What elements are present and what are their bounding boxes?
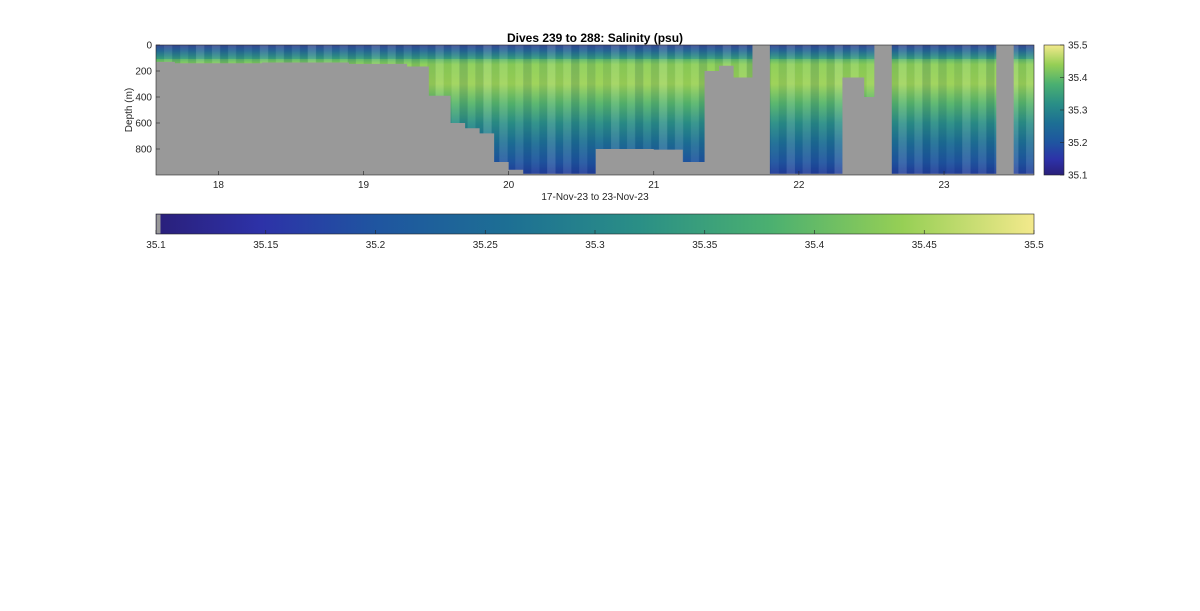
profile-stripe (634, 45, 644, 175)
profile-stripe (1018, 45, 1027, 175)
profile-stripe (595, 45, 604, 175)
y-tick-label: 600 (135, 119, 152, 130)
no-data-region (156, 60, 1034, 175)
profile-stripe (610, 45, 620, 175)
profile-stripe (483, 45, 492, 175)
bottom-colorbar-nodata-swatch (156, 214, 161, 234)
gap-column (752, 45, 770, 175)
profile-stripe (618, 45, 628, 175)
profile-stripe (602, 45, 612, 175)
bottom-colorbar-tick-label: 35.45 (912, 240, 937, 251)
profile-stripe (459, 45, 468, 175)
x-tick-label: 20 (503, 180, 515, 191)
profile-stripe (682, 45, 692, 175)
bottom-colorbar-tick-label: 35.2 (366, 240, 386, 251)
bottom-colorbar-tick-label: 35.15 (253, 240, 278, 251)
profile-stripe (834, 45, 843, 175)
profile-stripe (914, 45, 923, 175)
profile-stripe (778, 45, 788, 175)
side-colorbar-tick-label: 35.1 (1068, 171, 1088, 182)
side-colorbar-tick-label: 35.3 (1068, 106, 1088, 117)
profile-stripe (1026, 45, 1034, 175)
profile-stripe (539, 45, 548, 175)
profile-stripe (626, 45, 636, 175)
profile-stripe (579, 45, 588, 175)
plot-frame (155, 44, 1035, 176)
y-tick-label: 200 (135, 67, 152, 78)
profile-stripe (986, 45, 995, 175)
profile-stripe (826, 45, 835, 175)
profile-stripe (563, 45, 572, 175)
profile-stripe (810, 45, 819, 175)
gap-column (874, 45, 892, 175)
salinity-section-plot (156, 45, 1034, 175)
y-tick-label: 800 (135, 145, 152, 156)
profile-stripe (818, 45, 827, 175)
profile-stripe (491, 45, 500, 175)
bottom-colorbar-tick-label: 35.25 (473, 240, 498, 251)
bottom-colorbar-tick-label: 35.4 (805, 240, 825, 251)
side-colorbar-ticks: 35.5 35.4 35.3 35.2 35.1 (1060, 41, 1088, 182)
profile-stripe (523, 45, 532, 175)
profile-stripe (898, 45, 907, 175)
bottom-colorbar-tick-label: 35.3 (585, 240, 605, 251)
x-tick-label: 19 (358, 180, 370, 191)
profile-stripe (906, 45, 915, 175)
bottom-colorbar-ticks: 35.1 35.15 35.2 35.25 35.3 35.35 35.4 35.45 35.5 (146, 230, 1044, 251)
profile-stripe (962, 45, 971, 175)
x-tick-label: 21 (648, 180, 660, 191)
x-axis: 18 19 20 21 22 23 (213, 171, 950, 191)
profile-stripe (666, 45, 676, 175)
profile-stripe (571, 45, 580, 175)
profile-stripe (658, 45, 668, 175)
profile-stripe (938, 45, 947, 175)
profile-stripe (499, 45, 508, 175)
y-axis: 0 200 400 600 800 (135, 41, 160, 156)
side-colorbar-tick-label: 35.5 (1068, 41, 1088, 52)
profile-stripe (451, 45, 460, 175)
chart-title: Dives 239 to 288: Salinity (psu) (507, 31, 683, 45)
x-tick-label: 18 (213, 180, 225, 191)
profile-stripe (674, 45, 684, 175)
profile-stripe (802, 45, 812, 175)
profile-stripe (475, 45, 484, 175)
profile-stripe (890, 45, 899, 175)
profile-stripe (770, 45, 780, 175)
profile-stripe (698, 45, 708, 175)
data-gaps (752, 45, 1014, 175)
profile-stripe (970, 45, 979, 175)
profile-stripe (531, 45, 540, 175)
profile-stripe (642, 45, 652, 175)
profile-stripe (922, 45, 931, 175)
profile-stripe (690, 45, 700, 175)
profile-stripe (930, 45, 939, 175)
side-colorbar-tick-label: 35.2 (1068, 138, 1088, 149)
y-tick-label: 0 (146, 41, 152, 52)
profile-stripe (467, 45, 476, 175)
profile-stripe (794, 45, 804, 175)
profile-stripe (547, 45, 556, 175)
bottom-colorbar-tick-label: 35.35 (692, 240, 717, 251)
x-tick-label: 22 (793, 180, 805, 191)
bottom-colorbar-tick-label: 35.5 (1024, 240, 1044, 251)
profile-stripe (946, 45, 955, 175)
profile-stripe (515, 45, 524, 175)
profile-stripe (587, 45, 596, 175)
y-axis-label: Depth (m) (124, 88, 135, 132)
profile-stripe (507, 45, 516, 175)
profile-stripe (555, 45, 564, 175)
profile-stripe (786, 45, 796, 175)
y-tick-label: 400 (135, 93, 152, 104)
profile-stripe (978, 45, 987, 175)
bottom-colorbar-tick-label: 35.1 (146, 240, 166, 251)
x-axis-label: 17-Nov-23 to 23-Nov-23 (541, 192, 649, 203)
profile-stripe (650, 45, 660, 175)
x-tick-label: 23 (938, 180, 950, 191)
gap-column (996, 45, 1014, 175)
side-colorbar-tick-label: 35.4 (1068, 73, 1088, 84)
profile-stripe (1010, 45, 1019, 175)
profile-stripe (954, 45, 963, 175)
surface-layer (156, 45, 1034, 59)
